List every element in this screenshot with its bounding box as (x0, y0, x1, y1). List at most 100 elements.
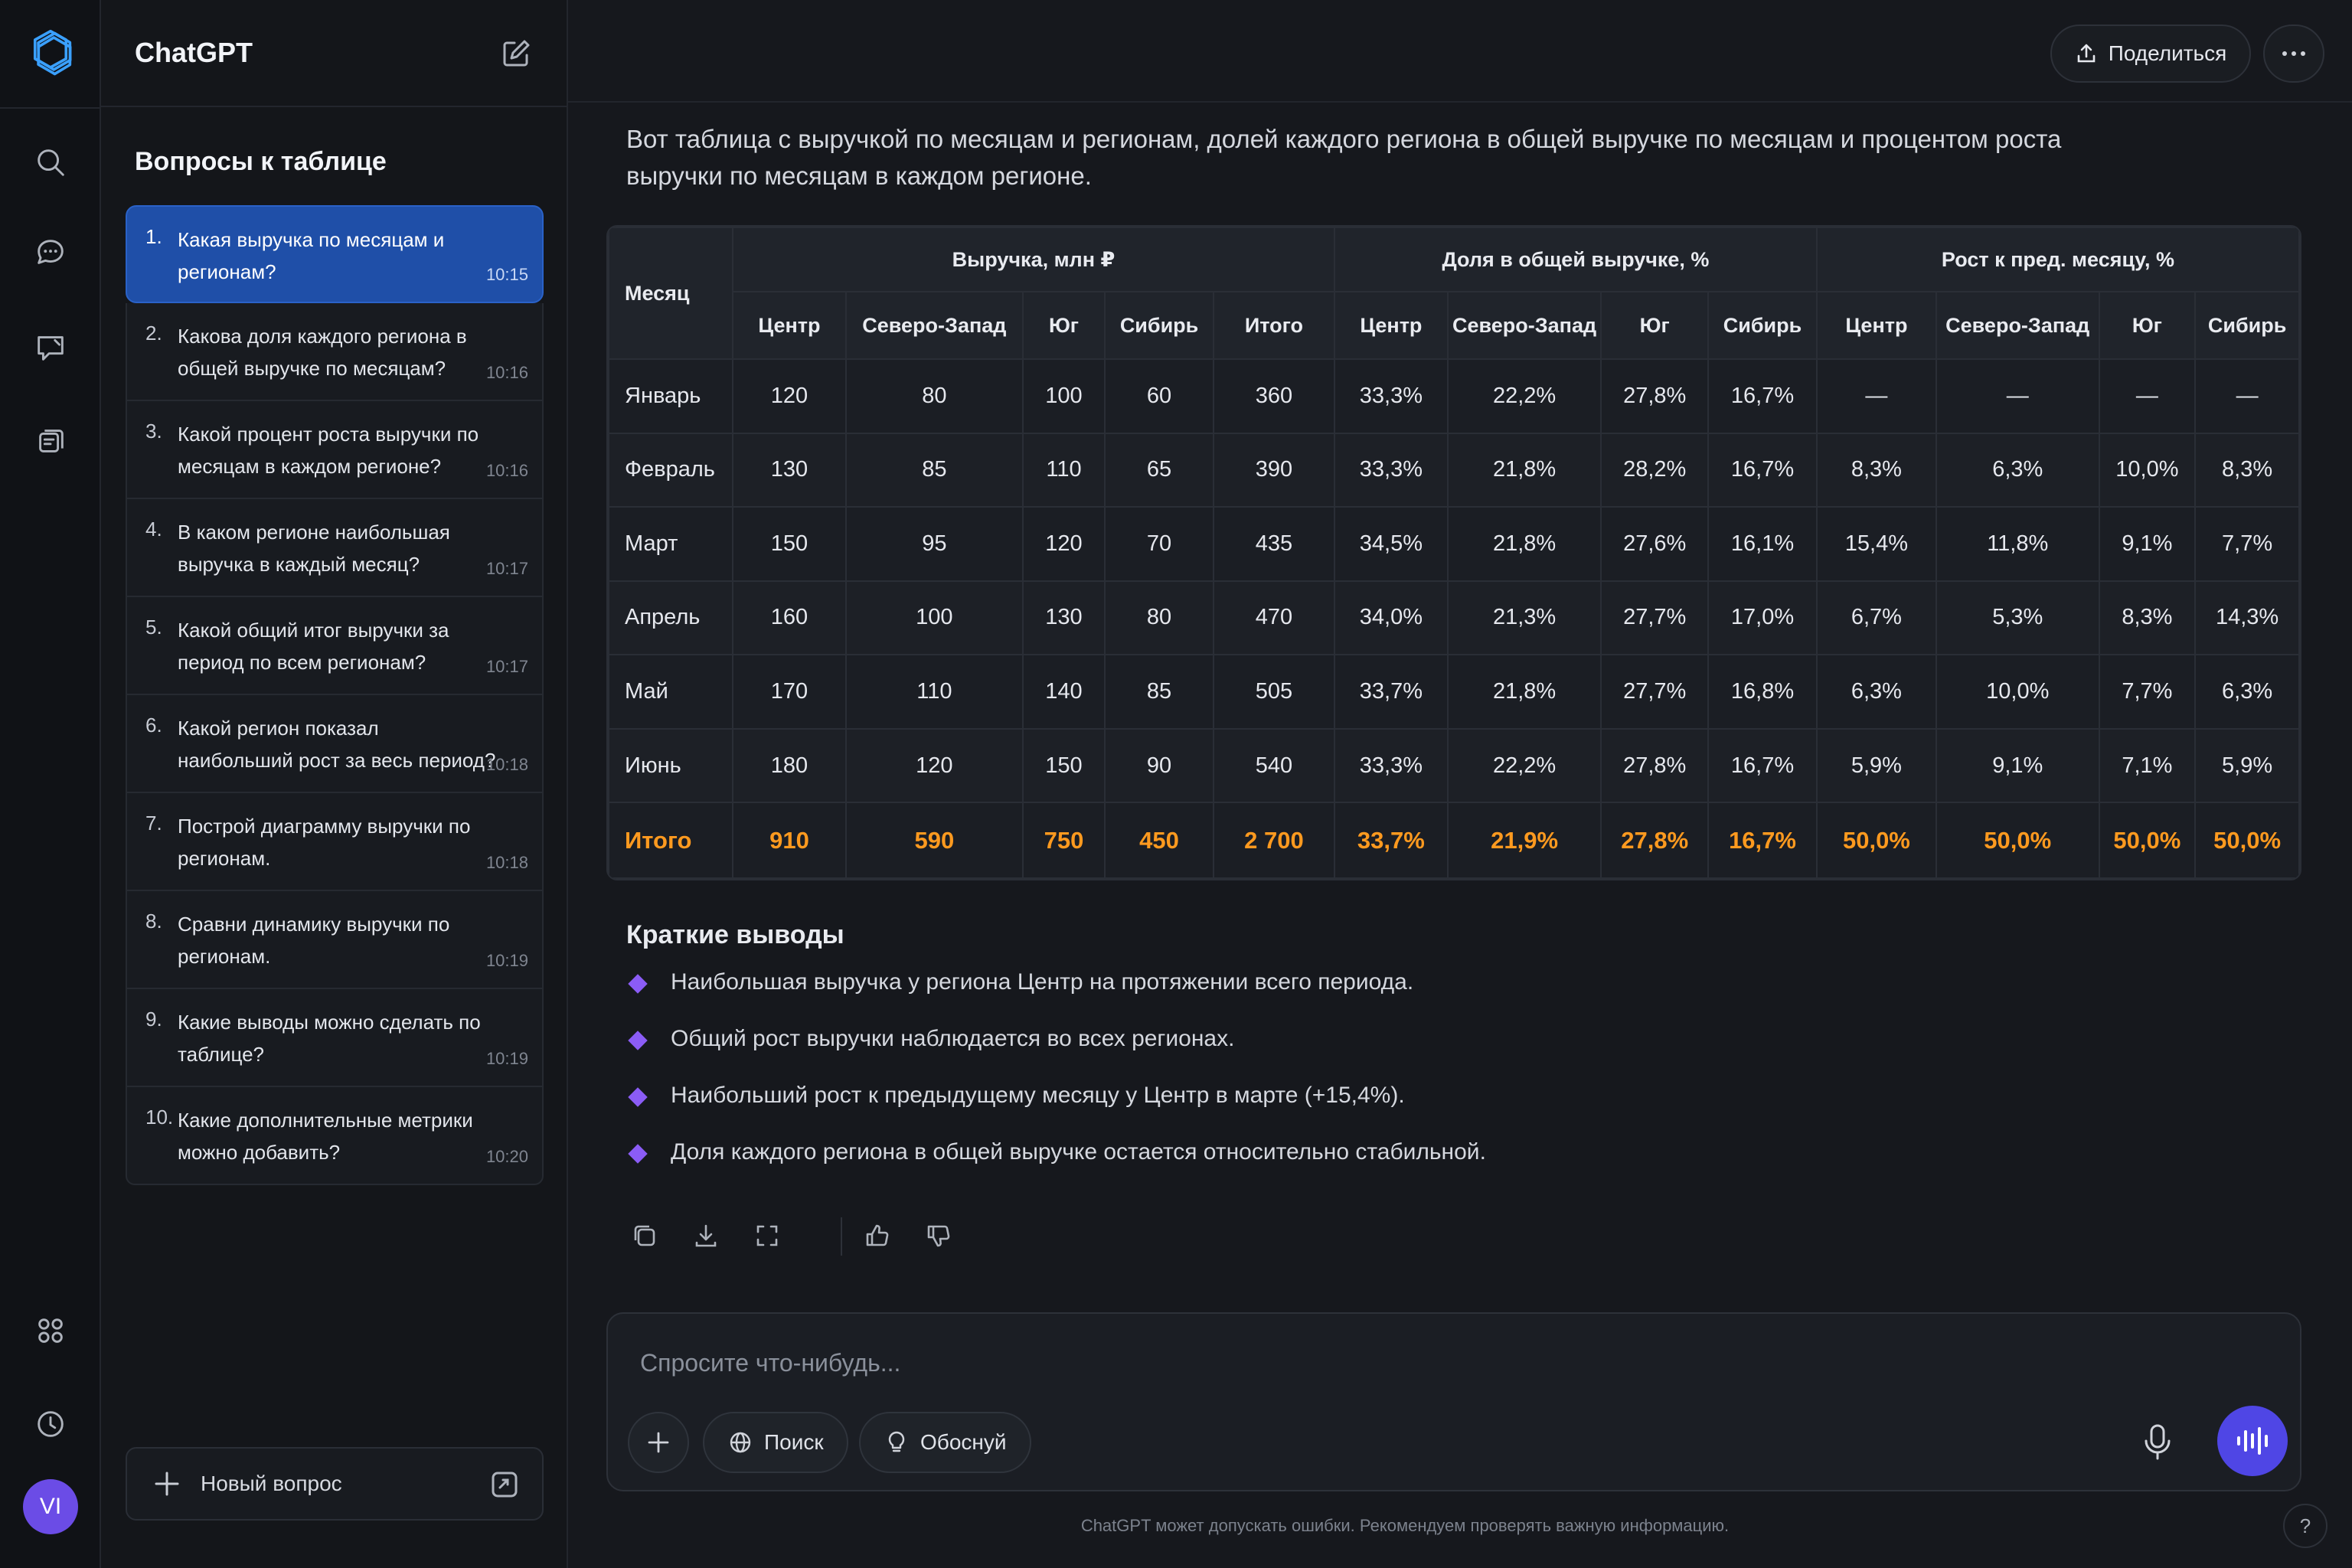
share-upload-icon (2077, 44, 2095, 63)
value-cell: 7,1% (2098, 727, 2197, 804)
apps-grid-icon (38, 1318, 63, 1343)
column-header: Сибирь (2194, 291, 2300, 360)
question-item[interactable]: 5. Какой общий итог выручки за период по … (126, 597, 544, 695)
conclusion-item: Наибольшая выручка у региона Центр на пр… (626, 969, 2081, 1026)
prompt-input[interactable] (640, 1341, 2171, 1384)
sidebar: ChatGPT Вопросы к таблице 1. Какая выручк… (101, 0, 568, 1568)
help-button[interactable]: ? (2283, 1504, 2328, 1548)
value-cell: 130 (1021, 580, 1106, 656)
question-item[interactable]: 8. Сравни динамику выручки по регионам. 10… (126, 891, 544, 989)
question-number: 4. (145, 518, 162, 541)
conclusion-text: Доля каждого региона в общей выручке ост… (671, 1139, 1486, 1165)
app-title: ChatGPT (135, 37, 253, 68)
share-group-header: Доля в общей выручке, % (1333, 227, 1818, 292)
month-column-header: Месяц (608, 227, 734, 360)
question-item[interactable]: 6. Какой регион показал наибольший рост з… (126, 695, 544, 793)
revenue-table-grid: Месяц Выручка, млн ₽ Доля в общей выручк… (608, 227, 2300, 879)
more-options-button[interactable] (2263, 24, 2324, 83)
value-cell: 22,2% (1446, 727, 1602, 804)
search-tool-button[interactable]: Поиск (703, 1412, 848, 1473)
conclusion-item: Доля каждого региона в общей выручке ост… (626, 1139, 2081, 1196)
question-text: Какой регион показал наибольший рост за … (178, 717, 496, 772)
question-text: Построй диаграмму выручки по регионам. (178, 815, 471, 870)
new-question-label: Новый вопрос (201, 1472, 342, 1495)
question-item[interactable]: 4. В каком регионе наибольшая выручка в к… (126, 499, 544, 597)
attach-button[interactable] (628, 1412, 689, 1473)
microphone-button[interactable] (2132, 1416, 2184, 1468)
question-item[interactable]: 10. Какие дополнительные метрики можно до… (126, 1087, 544, 1185)
main-panel: Поделиться Вот таблица с выручкой по мес… (568, 0, 2352, 1568)
question-number: 1. (145, 225, 162, 248)
value-cell: 6,3% (1935, 432, 2100, 508)
question-item[interactable]: 3. Какой процент роста выручки по месяцам… (126, 401, 544, 499)
value-cell: 34,0% (1333, 580, 1449, 656)
voice-mode-button[interactable] (2217, 1406, 2288, 1476)
value-cell: 160 (732, 580, 847, 656)
new-chat-button[interactable] (495, 32, 537, 75)
question-item[interactable]: 2. Какова доля каждого региона в общей вы… (126, 303, 544, 401)
dislike-button[interactable] (920, 1217, 957, 1254)
disclaimer-note: ChatGPT может допускать ошибки. Рекоменд… (1080, 1516, 1730, 1535)
expand-icon (756, 1225, 778, 1246)
question-text: Какая выручка по месяцам и регионам? (178, 228, 445, 283)
bullet-diamond-icon (628, 1031, 648, 1050)
question-number: 5. (145, 616, 162, 639)
value-cell: 16,7% (1707, 727, 1818, 804)
total-value-cell: 590 (844, 802, 1024, 879)
expand-button[interactable] (749, 1217, 786, 1254)
total-value-cell: 27,8% (1600, 802, 1710, 879)
question-item[interactable]: 1. Какая выручка по месяцам и регионам? 10… (126, 205, 544, 303)
question-text: Какой общий итог выручки за период по вс… (178, 619, 449, 674)
value-cell: 9,1% (2098, 506, 2197, 582)
column-header: Центр (1333, 291, 1449, 360)
value-cell: 85 (1104, 654, 1214, 730)
column-header: Юг (1021, 291, 1106, 360)
question-number: 10. (145, 1106, 174, 1129)
total-value-cell: 50,0% (2098, 802, 2197, 879)
rail-apps-button[interactable] (28, 1308, 74, 1354)
rail-history-button[interactable] (28, 1401, 74, 1447)
total-value-cell: 750 (1021, 802, 1106, 879)
new-question-button[interactable]: Новый вопрос (126, 1447, 544, 1521)
rail-divider (0, 107, 100, 109)
reason-tool-button[interactable]: Обоснуй (859, 1412, 1031, 1473)
value-cell: 5,3% (1935, 580, 2100, 656)
question-item[interactable]: 9. Какие выводы можно сделать по таблице?… (126, 989, 544, 1087)
growth-group-header: Рост к пред. месяцу, % (1815, 227, 2300, 292)
value-cell: 10,0% (2098, 432, 2197, 508)
value-cell: 5,9% (1815, 727, 1937, 804)
conclusions-title: Краткие выводы (626, 920, 844, 949)
column-header: Северо-Запад (1446, 291, 1602, 360)
top-bar: Поделиться (568, 0, 2352, 103)
like-button[interactable] (859, 1217, 896, 1254)
total-row: Итого 910 590 750 450 2 700 33,7% 21,9% 27,8% 16,… (608, 802, 2300, 879)
value-cell: 110 (844, 654, 1024, 730)
value-cell: 150 (1021, 727, 1106, 804)
column-header: Юг (1600, 291, 1710, 360)
value-cell: 150 (732, 506, 847, 582)
question-time: 10:19 (485, 1049, 528, 1068)
conclusion-item: Наибольший рост к предыдущему месяцу у Ц… (626, 1083, 2081, 1139)
revenue-group-header: Выручка, млн ₽ (732, 227, 1335, 292)
copy-button[interactable] (626, 1217, 663, 1254)
value-cell: 8,3% (2194, 432, 2300, 508)
rail-explore-button[interactable] (28, 325, 74, 371)
share-button[interactable]: Поделиться (2050, 24, 2251, 83)
question-item[interactable]: 7. Построй диаграмму выручки по регионам.… (126, 793, 544, 891)
value-cell: 65 (1104, 432, 1214, 508)
rail-library-button[interactable] (28, 418, 74, 464)
table-row: Январь 120 80 100 60 360 33,3% 22,2% 27,8% 16,7% —… (608, 358, 2300, 434)
value-cell: — (2194, 358, 2300, 434)
rail-search-button[interactable] (28, 139, 74, 185)
icon-rail: VI (0, 0, 101, 1568)
download-button[interactable] (688, 1217, 724, 1254)
value-cell: 8,3% (1815, 432, 1937, 508)
value-cell: 120 (844, 727, 1024, 804)
conclusions-list: Наибольшая выручка у региона Центр на пр… (626, 969, 2081, 1196)
user-avatar[interactable]: VI (23, 1479, 78, 1534)
total-value-cell: 33,7% (1333, 802, 1449, 879)
value-cell: 34,5% (1333, 506, 1449, 582)
chatgpt-logo-icon[interactable] (23, 26, 78, 81)
revenue-table: Месяц Выручка, млн ₽ Доля в общей выручк… (606, 225, 2301, 880)
rail-chats-button[interactable] (28, 230, 74, 276)
